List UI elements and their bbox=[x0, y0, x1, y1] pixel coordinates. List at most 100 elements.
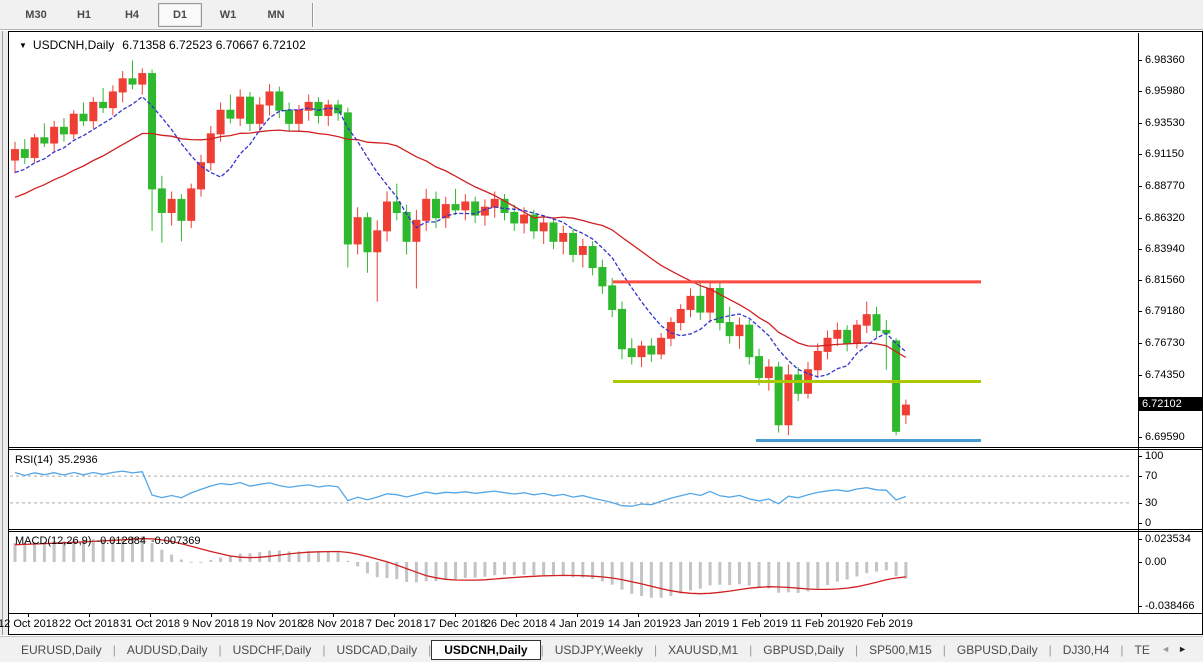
tab-separator: | bbox=[854, 642, 859, 657]
chart-window[interactable]: ▼ USDCNH,Daily 6.71358 6.72523 6.70667 6.7… bbox=[0, 31, 1203, 635]
rsi-tick-label-tick bbox=[1138, 523, 1142, 524]
date-tick bbox=[638, 614, 639, 617]
date-tick-label: 12 Oct 2018 bbox=[0, 618, 58, 630]
macd-signal-line bbox=[14, 537, 906, 595]
macd-tick-label-tick bbox=[1138, 606, 1142, 607]
chart-tab-usdcnh-daily[interactable]: USDCNH,Daily bbox=[431, 639, 541, 660]
rsi-tick-label: 30 bbox=[1145, 497, 1158, 509]
date-tick-label: 9 Nov 2018 bbox=[182, 618, 240, 630]
chart-tab-dj30-h4[interactable]: DJ30,H4 bbox=[1062, 642, 1110, 657]
timeframe-button-h4[interactable]: H4 bbox=[124, 8, 140, 21]
candles bbox=[11, 60, 910, 436]
panel-splitter[interactable] bbox=[9, 531, 1202, 532]
macd-label: MACD(12,26,9) -0.012884 -0.007369 bbox=[15, 535, 206, 547]
price-tick-label-tick bbox=[1138, 186, 1142, 187]
price-tick-label: 6.88770 bbox=[1145, 180, 1185, 192]
tab-separator: | bbox=[540, 642, 544, 657]
rsi-tick-label: 0 bbox=[1145, 517, 1152, 529]
price-tick-label-tick bbox=[1138, 437, 1142, 438]
slow-ma-line bbox=[14, 129, 907, 359]
chart-tab-gbpusd-daily[interactable]: GBPUSD,Daily bbox=[956, 642, 1038, 657]
date-tick bbox=[394, 614, 395, 617]
chart-tab-audusd-daily[interactable]: AUDUSD,Daily bbox=[126, 642, 208, 657]
panel-splitter[interactable] bbox=[9, 449, 1202, 450]
date-tick bbox=[272, 614, 273, 617]
date-tick bbox=[882, 614, 883, 617]
chart-tab-usdchf-daily[interactable]: USDCHF,Daily bbox=[232, 642, 312, 657]
timeframe-button-h1[interactable]: H1 bbox=[76, 8, 92, 21]
price-tick-label: 6.95980 bbox=[1145, 85, 1185, 97]
price-tick-label-tick bbox=[1138, 375, 1142, 376]
price-tick-label-tick bbox=[1138, 218, 1142, 219]
timeframe-button-d1[interactable]: D1 bbox=[158, 2, 202, 27]
price-tick-label: 6.83940 bbox=[1145, 243, 1185, 255]
tab-separator: | bbox=[112, 642, 116, 657]
panel-splitter[interactable] bbox=[9, 447, 1202, 448]
chart-tab-tech100-h[interactable]: TECH100,H bbox=[1134, 642, 1150, 657]
macd-value-1: -0.012884 bbox=[96, 535, 146, 547]
date-tick bbox=[150, 614, 151, 617]
tab-separator: | bbox=[218, 642, 222, 657]
chart-tab-bar: EURUSD,Daily | AUDUSD,Daily | USDCHF,Daily | U… bbox=[0, 636, 1203, 662]
chart-tab-usdjpy-weekly[interactable]: USDJPY,Weekly bbox=[554, 642, 643, 657]
date-tick bbox=[577, 614, 578, 617]
macd-indicator-canvas[interactable] bbox=[10, 532, 1138, 612]
main-chart-canvas[interactable] bbox=[10, 33, 1138, 447]
timeframe-button-mn[interactable]: MN bbox=[267, 8, 285, 21]
price-tick-label-tick bbox=[1138, 60, 1142, 61]
macd-tick-label-tick bbox=[1138, 539, 1142, 540]
date-tick bbox=[89, 614, 90, 617]
timeframe-button-w1[interactable]: W1 bbox=[219, 8, 237, 21]
tab-separator: | bbox=[322, 642, 326, 657]
price-tick-label-tick bbox=[1138, 311, 1142, 312]
chart-ohlc-values: 6.71358 6.72523 6.70667 6.72102 bbox=[122, 38, 306, 52]
panel-splitter[interactable] bbox=[9, 529, 1202, 530]
price-tick-label: 6.91150 bbox=[1145, 148, 1184, 160]
date-tick-label: 4 Jan 2019 bbox=[549, 618, 605, 630]
price-tick-label-tick bbox=[1138, 280, 1142, 281]
price-tick-label-tick bbox=[1138, 154, 1142, 155]
date-axis-line bbox=[9, 613, 1202, 614]
tab-scroll-left-icon[interactable]: ◄ bbox=[1161, 644, 1179, 654]
price-tick-label: 6.76730 bbox=[1145, 337, 1185, 349]
tab-scroll-right-icon[interactable]: ► bbox=[1178, 644, 1195, 654]
macd-value-2: -0.007369 bbox=[150, 535, 201, 547]
chevron-down-icon[interactable]: ▼ bbox=[19, 41, 27, 50]
chart-tab-gbpusd-daily[interactable]: GBPUSD,Daily bbox=[763, 642, 844, 657]
price-tick-label: 6.79180 bbox=[1145, 305, 1185, 317]
date-axis[interactable]: 12 Oct 2018 22 Oct 2018 31 Oct 2018 9 Nov 2… bbox=[0, 614, 1138, 635]
date-tick bbox=[333, 614, 334, 617]
rsi-tick-label-tick bbox=[1138, 456, 1142, 457]
price-tick-label: 6.86320 bbox=[1145, 212, 1185, 224]
tab-separator: | bbox=[1048, 642, 1052, 657]
date-tick bbox=[699, 614, 700, 617]
chart-tab-xauusd-m1[interactable]: XAUUSD,M1 bbox=[668, 642, 739, 657]
window-left-edge bbox=[0, 31, 8, 635]
date-tick-label: 14 Jan 2019 bbox=[607, 618, 669, 630]
macd-tick-label: 0.023534 bbox=[1145, 533, 1191, 545]
price-axis[interactable]: 6.72102 6.98360 6.95980 6.93530 6.91150 6.88… bbox=[1138, 33, 1203, 634]
chart-tab-sp500-m15[interactable]: SP500,M15 bbox=[869, 642, 932, 657]
tab-separator: | bbox=[654, 642, 658, 657]
date-tick-label: 22 Oct 2018 bbox=[59, 618, 119, 630]
price-tick-label-tick bbox=[1138, 249, 1142, 250]
date-tick-label: 17 Dec 2018 bbox=[423, 618, 487, 630]
date-tick-label: 28 Nov 2018 bbox=[301, 618, 365, 630]
date-tick bbox=[211, 614, 212, 617]
price-tick-label: 6.93530 bbox=[1145, 117, 1185, 129]
rsi-indicator-canvas[interactable] bbox=[10, 451, 1138, 528]
macd-tick-label-tick bbox=[1138, 562, 1142, 563]
chart-tab-usdcad-daily[interactable]: USDCAD,Daily bbox=[336, 642, 418, 657]
chart-tab-eurusd-daily[interactable]: EURUSD,Daily bbox=[21, 642, 102, 657]
date-tick bbox=[28, 614, 29, 617]
date-tick bbox=[821, 614, 822, 617]
rsi-tick-label: 100 bbox=[1145, 450, 1164, 462]
macd-name: MACD(12,26,9) bbox=[15, 535, 92, 547]
chart-symbol-label: USDCNH,Daily bbox=[32, 38, 115, 52]
price-tick-label: 6.81560 bbox=[1145, 274, 1185, 286]
date-tick-label: 26 Dec 2018 bbox=[484, 618, 548, 630]
timeframe-toolbar: M30 H1 H4 D1 W1 MN bbox=[0, 0, 1203, 30]
timeframe-button-m30[interactable]: M30 bbox=[25, 8, 47, 21]
date-tick-label: 23 Jan 2019 bbox=[668, 618, 730, 630]
